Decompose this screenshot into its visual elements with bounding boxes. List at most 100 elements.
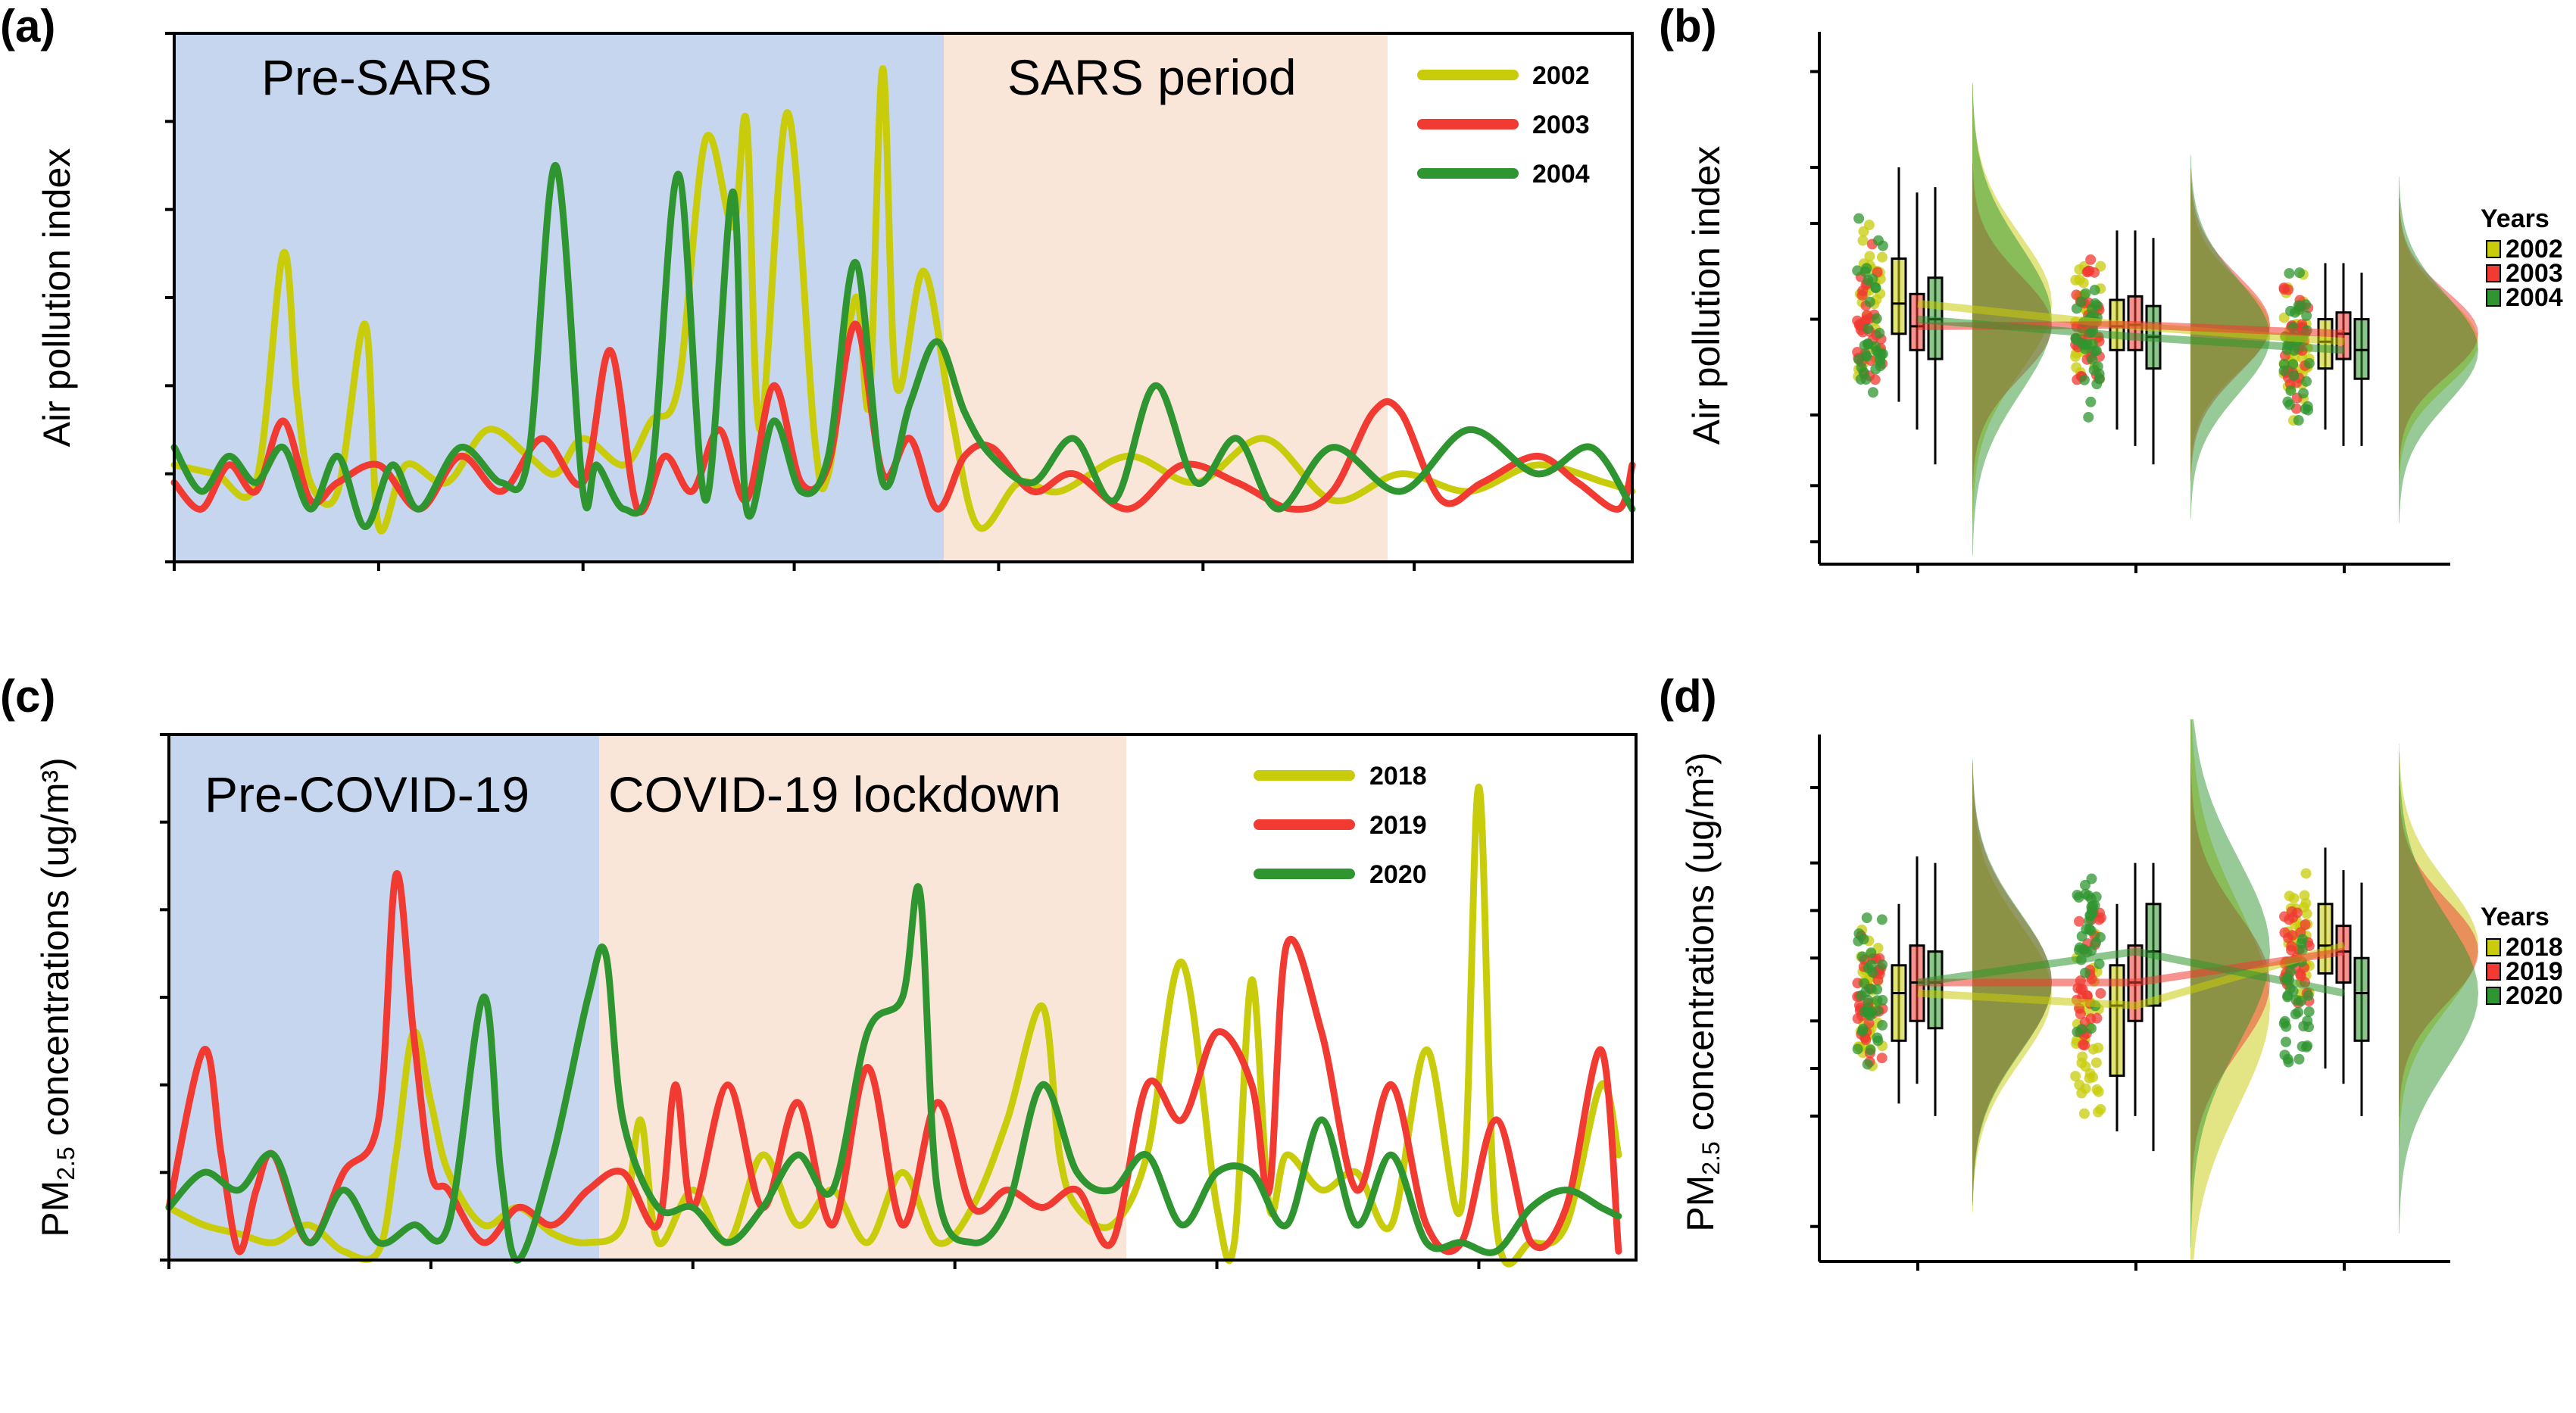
legend-label-2020: 2020 [1369,860,1427,889]
box-2002 [1891,257,1907,335]
jitter-point-2004 [1861,263,1872,274]
jitter-point-2020 [1860,987,1872,998]
jitter-point-2020 [2303,1006,2315,1018]
legend-label-d-2018: 2018 [2506,933,2563,962]
jitter-point-2004 [2278,359,2290,370]
jitter-point-2020 [1856,951,1868,962]
jitter-point-2004 [2285,305,2297,317]
jitter-point-2020 [2290,995,2302,1006]
jitter-point-2004 [1869,341,1881,352]
jitter-point-2004 [2294,267,2306,279]
legend-swatch-d-2018 [2486,938,2501,956]
jitter-point-2004 [2284,399,2295,410]
jitter-point-2020 [2085,1023,2097,1034]
jitter-point-2018 [2095,1103,2106,1115]
box-2020 [1927,950,1944,1030]
jitter-point-2004 [1875,360,1886,372]
jitter-point-2004 [1853,213,1865,224]
legend-swatch-d-2019 [2486,962,2501,981]
panel-label-b: (b) [1659,1,1717,51]
jitter-point-2020 [1872,1032,1883,1043]
jitter-point-2020 [2090,937,2102,948]
region-label-sars: SARS period [1007,49,1297,105]
jitter-point-2020 [1867,967,1878,978]
legend-b: Years 2002 2003 2004 [2481,204,2563,312]
series-line-2002 [170,64,1636,535]
density-2020-2 [2399,753,2478,1234]
box-plot-b [1852,83,2478,556]
legend-c: 2018 2019 2020 [1254,762,1427,889]
y-axis-label-c-rest: concentrations (ug/m³) [34,757,76,1146]
jitter-point-2004 [1856,362,1867,373]
jitter-point-2018 [2076,1057,2087,1068]
panel-b: (b) Air pollution index Years 2002 2003 … [1659,1,2563,573]
jitter-point-2018 [2301,908,2312,919]
trend-line-2004 [1917,315,2345,354]
jitter-point-2004 [1859,340,1870,351]
jitter-point-2004 [2288,370,2300,381]
jitter-point-2020 [2080,967,2091,978]
jitter-point-2020 [1863,1009,1875,1020]
jitter-point-2020 [1865,1044,1876,1056]
jitter-point-2018 [2300,868,2312,879]
jitter-point-2020 [1877,959,1888,970]
jitter-point-2018 [2080,1083,2091,1094]
jitter-point-2004 [2301,376,2312,387]
density-2020-1 [2190,719,2270,1248]
y-axis-label-c: PM2.5 concentrations (ug/m³) [34,757,80,1237]
y-ticks-d [1810,786,1819,1228]
jitter-point-2019 [2284,914,2295,925]
series-line-2004 [170,161,1636,530]
density-2004-0 [1972,83,2052,556]
box-plot-d [1852,719,2478,1262]
jitter-point-2019 [2295,970,2306,981]
trend-line-2019 [1918,947,2345,987]
jitter-point-2004 [2293,300,2304,311]
x-ticks-b [1916,564,2346,573]
legend-title-d: Years [2481,903,2549,931]
legend-label-2002: 2002 [1532,61,1590,90]
jitter-point-2020 [2079,879,2090,891]
legend-title-b: Years [2481,204,2549,233]
y-axis-label-d-rest: concentrations (ug/m³) [1679,752,1722,1141]
jitter-point-2019 [2085,1013,2097,1025]
jitter-point-2004 [1871,313,1882,324]
y-axis-label-d: PM2.5 concentrations (ug/m³) [1679,752,1725,1232]
jitter-point-2004 [2303,357,2315,369]
legend-label-2004: 2004 [1532,160,1590,189]
jitter-point-2020 [2301,1041,2312,1053]
jitter-point-2004 [2285,385,2297,396]
density-2004-2 [2399,176,2478,523]
y-axis-label-c-pm: PM [34,1181,76,1237]
panel-d: (d) PM2.5 concentrations (ug/m³) Years 2… [1659,671,2563,1271]
jitter-point-2020 [1862,1059,1873,1070]
jitter-point-2020 [2089,900,2100,911]
jitter-point-2004 [1863,275,1874,286]
jitter-point-2004 [2089,284,2100,295]
y-axis-label-a: Air pollution index [36,148,78,448]
jitter-point-2020 [1872,1005,1884,1016]
y-ticks-a [165,32,174,563]
jitter-point-2019 [2079,1040,2090,1051]
jitter-point-2004 [2071,334,2082,345]
jitter-point-2004 [1852,265,1863,276]
region-label-pre-covid: Pre-COVID-19 [205,766,529,822]
jitter-point-2020 [2073,944,2084,956]
jitter-point-2004 [2301,310,2312,321]
jitter-point-2020 [1856,1025,1868,1037]
jitter-point-2004 [1864,296,1875,307]
legend-label-2003: 2003 [1532,111,1590,139]
jitter-point-2004 [2297,388,2309,399]
jitter-point-2004 [2075,296,2087,307]
jitter-point-2019 [1876,1053,1888,1064]
jitter-point-2004 [2303,404,2314,416]
jitter-point-2020 [1852,1043,1863,1055]
legend-label-d-2020: 2020 [2506,981,2563,1010]
jitter-point-2020 [1861,912,1872,924]
y-axis-label-c-sub: 2.5 [52,1146,80,1180]
jitter-point-2003 [2085,254,2097,265]
jitter-point-2003 [2278,282,2290,294]
jitter-point-2020 [2293,1053,2305,1065]
jitter-point-2004 [2085,396,2097,407]
legend-a: 2002 2003 2004 [1417,61,1590,189]
